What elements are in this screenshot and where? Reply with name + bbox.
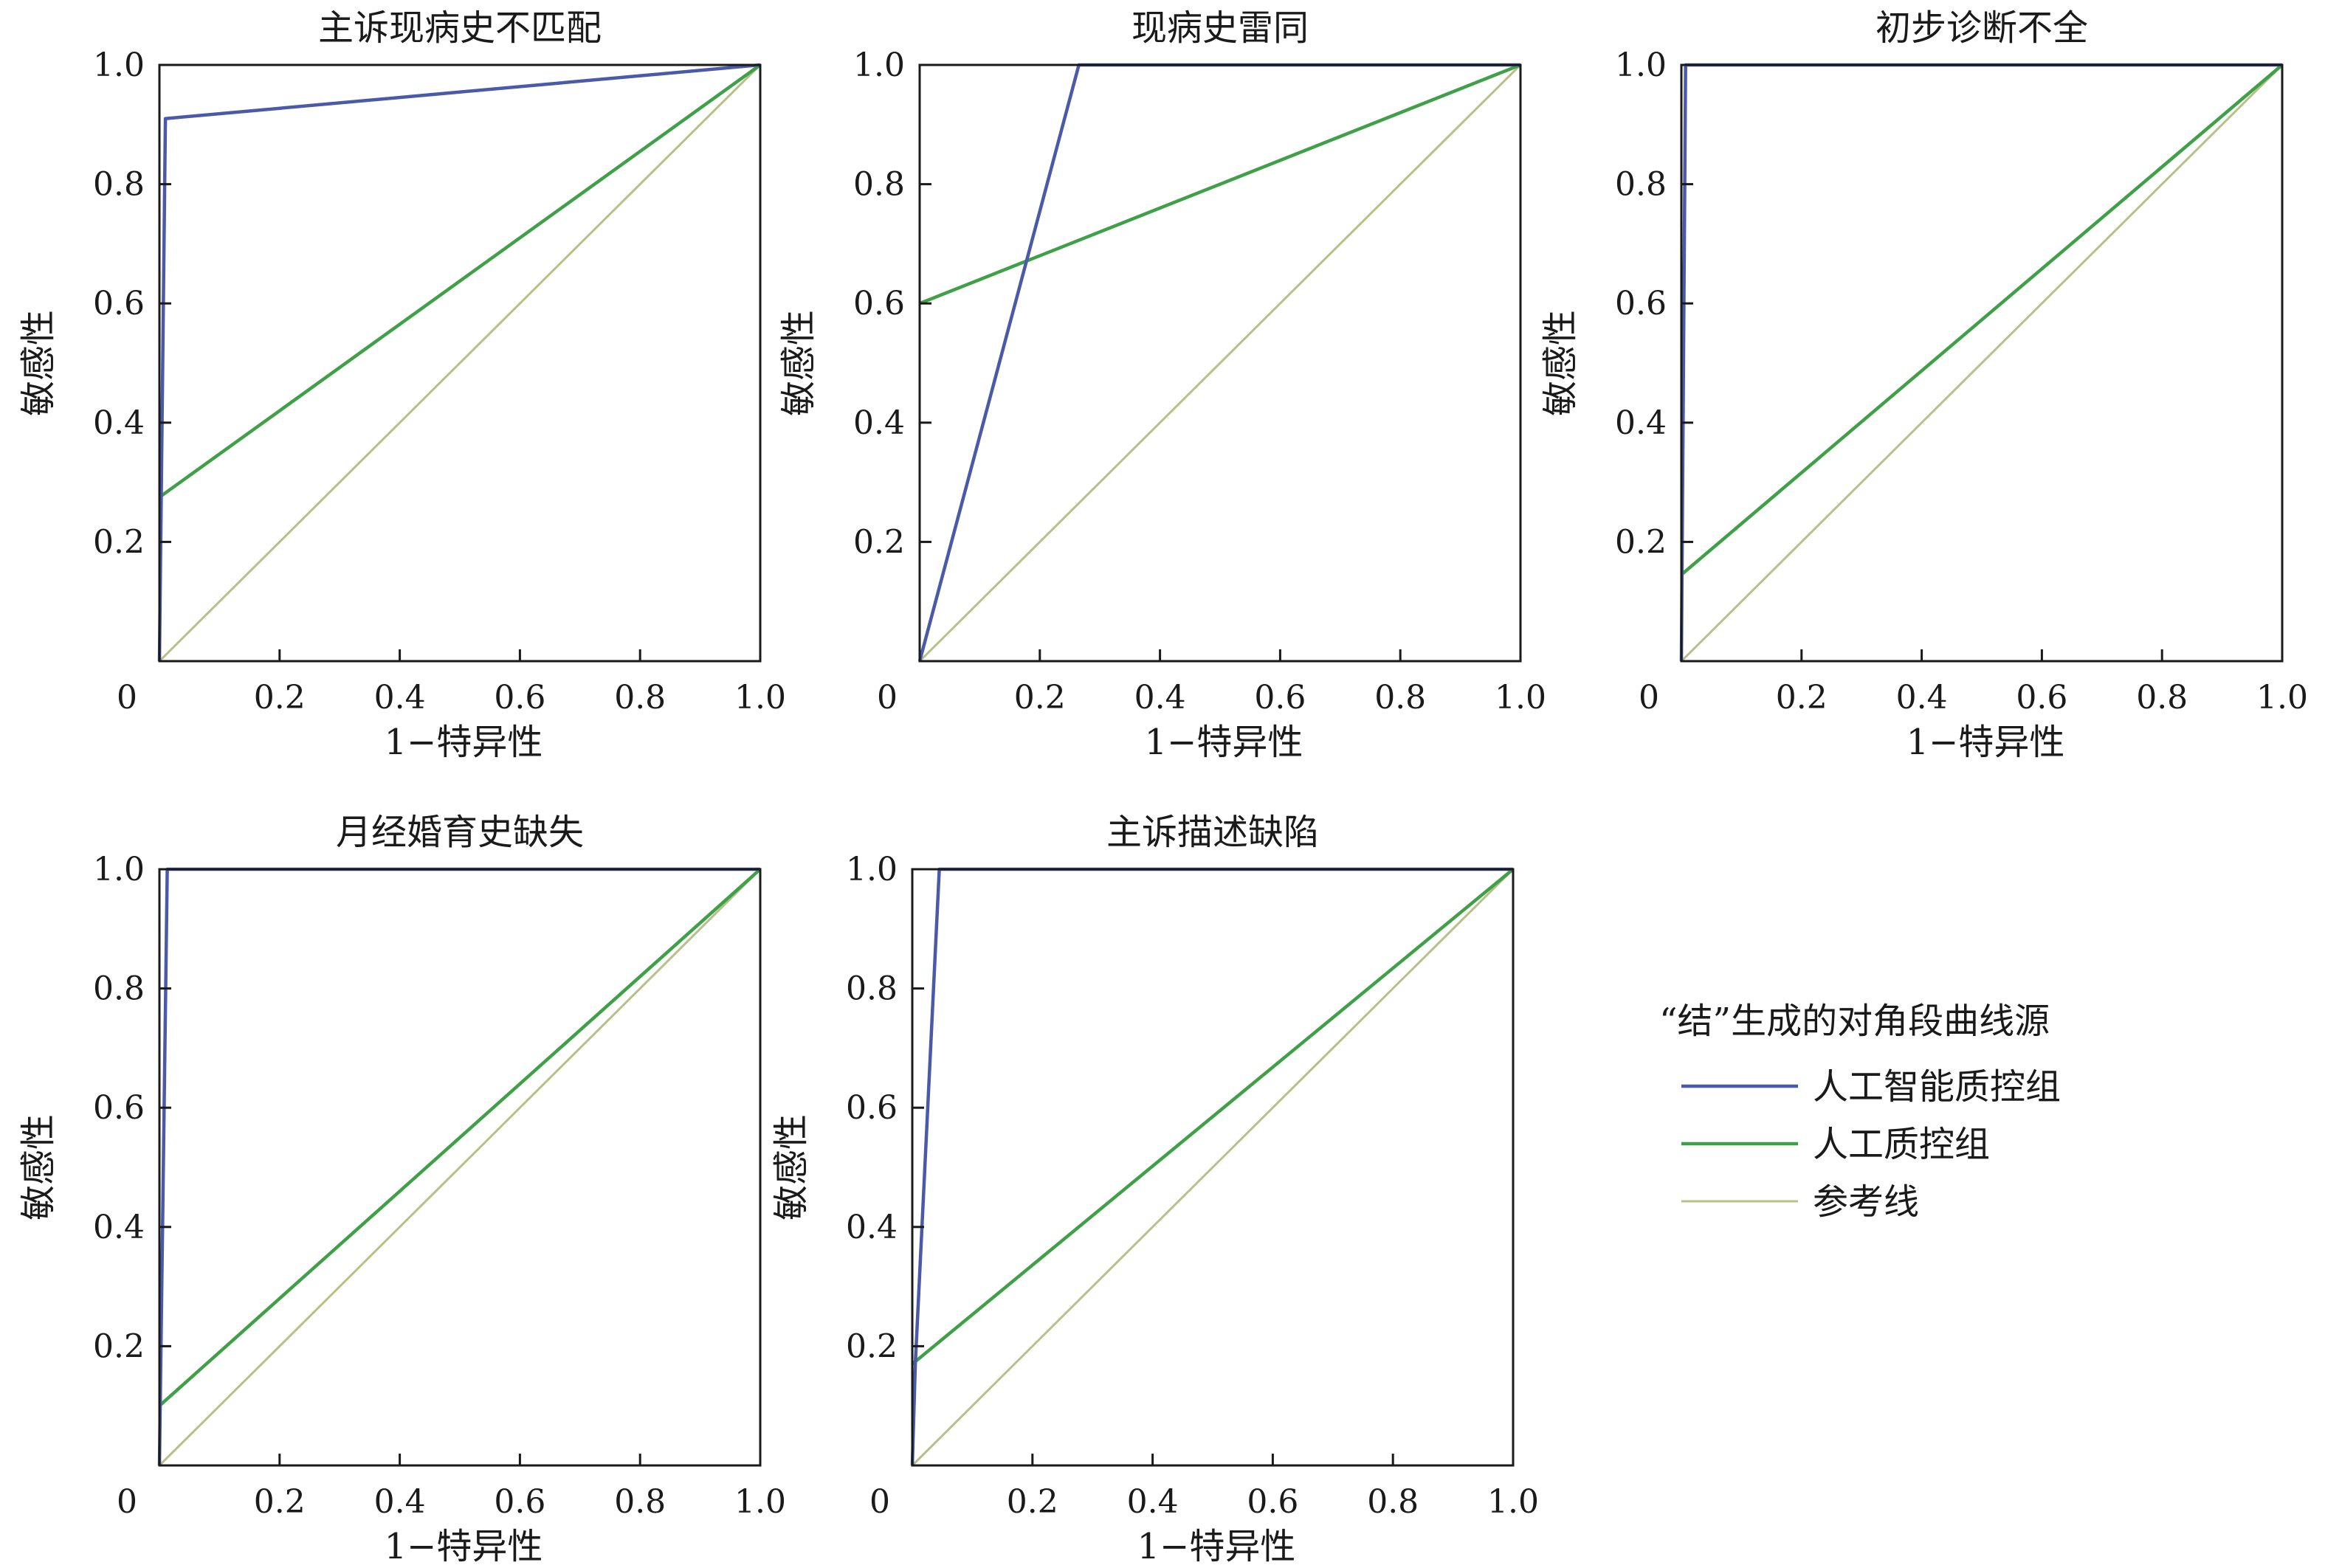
x-tick-label: 0.6 bbox=[2016, 679, 2067, 716]
plot-frame bbox=[1680, 63, 2284, 663]
x-tick-label: 0.4 bbox=[1134, 679, 1186, 716]
x-tick-label: 0 bbox=[117, 1483, 137, 1521]
legend-item-label: 参考线 bbox=[1813, 1181, 1919, 1223]
plot-frame bbox=[158, 868, 762, 1467]
y-tick-label: 0.6 bbox=[846, 1089, 898, 1127]
x-tick-label: 1.0 bbox=[2256, 679, 2308, 716]
roc-panel-4: 月经婚育史缺失 0 0.2 0.4 0.6 0.8 1.0 0.2 0.4 0.6 0.8 1.0 1−… bbox=[18, 812, 786, 1567]
x-tick-label: 1.0 bbox=[734, 679, 786, 716]
x-tick-label: 0 bbox=[877, 679, 898, 716]
y-tick-label: 0.4 bbox=[93, 1209, 145, 1246]
x-axis-label: 1−特异性 bbox=[385, 722, 543, 763]
series-line-manual-qc bbox=[919, 63, 1521, 305]
y-tick-label: 1.0 bbox=[1615, 46, 1667, 84]
y-tick-label: 1.0 bbox=[93, 46, 145, 84]
y-tick-label: 0.6 bbox=[1615, 285, 1667, 322]
y-tick-label: 0.8 bbox=[1615, 166, 1667, 204]
y-axis-label: 敏感性 bbox=[778, 310, 819, 416]
y-tick-label: 0.2 bbox=[853, 523, 905, 561]
x-tick-label: 0.4 bbox=[374, 1483, 426, 1521]
plot-frame bbox=[911, 868, 1515, 1467]
x-tick-label: 0.2 bbox=[1007, 1483, 1058, 1521]
x-tick-label: 0.6 bbox=[494, 679, 545, 716]
plot-frame bbox=[918, 63, 1522, 663]
roc-panel-1: 主诉现病史不匹配 0 0.2 0.4 0.6 0.8 1.0 0.2 0.4 0.6 0.8 1.0 1… bbox=[18, 7, 786, 763]
panel-title: 月经婚育史缺失 bbox=[336, 812, 584, 853]
series-line-reference bbox=[158, 868, 762, 1467]
panel-title: 现病史雷同 bbox=[1132, 7, 1309, 49]
y-tick-label: 0.4 bbox=[853, 404, 905, 442]
y-tick-label: 1.0 bbox=[93, 851, 145, 888]
y-tick-label: 0.2 bbox=[93, 523, 145, 561]
x-tick-label: 0.2 bbox=[1014, 679, 1066, 716]
x-tick-label: 0 bbox=[1639, 679, 1659, 716]
panel-title: 主诉描述缺陷 bbox=[1106, 812, 1319, 853]
y-tick-label: 1.0 bbox=[853, 46, 905, 84]
roc-panel-2: 现病史雷同 0 0.2 0.4 0.6 0.8 1.0 0.2 0.4 0.6 0.8 1.0 1−特异… bbox=[778, 7, 1546, 763]
x-tick-label: 0 bbox=[117, 679, 137, 716]
y-axis-label: 敏感性 bbox=[1540, 310, 1581, 416]
x-axis-label: 1−特异性 bbox=[385, 1526, 543, 1567]
panel-title: 初步诊断不全 bbox=[1876, 7, 2088, 49]
plot-frame bbox=[158, 63, 762, 663]
y-tick-label: 0.8 bbox=[93, 970, 145, 1008]
y-tick-label: 0.4 bbox=[1615, 404, 1667, 442]
x-axis-label: 1−特异性 bbox=[1145, 722, 1303, 763]
series-line-manual-qc bbox=[158, 63, 762, 499]
legend-item-label: 人工质控组 bbox=[1813, 1124, 1990, 1165]
y-tick-label: 0.4 bbox=[93, 404, 145, 442]
x-tick-label: 0 bbox=[869, 1483, 890, 1521]
x-tick-label: 0.4 bbox=[1127, 1483, 1179, 1521]
y-axis-label: 敏感性 bbox=[771, 1114, 812, 1220]
roc-panel-5: 主诉描述缺陷 0 0.2 0.4 0.6 0.8 1.0 0.2 0.4 0.6 0.8 1.0 1−特… bbox=[771, 812, 1539, 1567]
series-line-manual-qc bbox=[158, 868, 762, 1407]
x-tick-label: 0.8 bbox=[1367, 1483, 1419, 1521]
y-tick-label: 0.6 bbox=[93, 285, 145, 322]
x-axis-label: 1−特异性 bbox=[1906, 722, 2065, 763]
y-tick-label: 0.8 bbox=[846, 970, 898, 1008]
x-tick-label: 1.0 bbox=[1495, 679, 1546, 716]
series-line-reference bbox=[158, 63, 762, 663]
series-line-reference bbox=[1680, 63, 2284, 663]
y-tick-label: 0.8 bbox=[853, 166, 905, 204]
x-tick-label: 0.8 bbox=[614, 679, 666, 716]
x-tick-label: 0.4 bbox=[1896, 679, 1948, 716]
legend-title: “结”生成的对角段曲线源 bbox=[1659, 1001, 2050, 1042]
x-tick-label: 0.6 bbox=[494, 1483, 545, 1521]
x-tick-label: 0.4 bbox=[374, 679, 426, 716]
y-tick-label: 0.2 bbox=[1615, 523, 1667, 561]
y-axis-label: 敏感性 bbox=[18, 310, 59, 416]
panel-title: 主诉现病史不匹配 bbox=[318, 7, 602, 49]
series-line-manual-qc bbox=[1680, 63, 2284, 576]
y-tick-label: 0.6 bbox=[93, 1089, 145, 1127]
y-tick-label: 0.6 bbox=[853, 285, 905, 322]
x-tick-label: 1.0 bbox=[1487, 1483, 1539, 1521]
x-tick-label: 0.2 bbox=[1776, 679, 1828, 716]
x-tick-label: 0.2 bbox=[254, 1483, 306, 1521]
x-tick-label: 0.6 bbox=[1247, 1483, 1298, 1521]
x-tick-label: 0.8 bbox=[1374, 679, 1426, 716]
y-tick-label: 1.0 bbox=[846, 851, 898, 888]
series-line-reference bbox=[911, 868, 1515, 1467]
y-tick-label: 0.8 bbox=[93, 166, 145, 204]
x-tick-label: 1.0 bbox=[734, 1483, 786, 1521]
y-tick-label: 0.4 bbox=[846, 1209, 898, 1246]
series-line-manual-qc bbox=[911, 868, 1515, 1366]
x-tick-label: 0.8 bbox=[614, 1483, 666, 1521]
x-tick-label: 0.8 bbox=[2136, 679, 2188, 716]
y-tick-label: 0.2 bbox=[846, 1327, 898, 1365]
x-axis-label: 1−特异性 bbox=[1137, 1526, 1296, 1567]
y-tick-label: 0.2 bbox=[93, 1327, 145, 1365]
y-axis-label: 敏感性 bbox=[18, 1114, 59, 1220]
legend-item-label: 人工智能质控组 bbox=[1813, 1066, 2061, 1108]
series-line-ai-qc bbox=[157, 63, 761, 662]
roc-panel-3: 初步诊断不全 0 0.2 0.4 0.6 0.8 1.0 0.2 0.4 0.6 0.8 1.0 1−特… bbox=[1540, 7, 2308, 763]
x-tick-label: 0.2 bbox=[254, 679, 306, 716]
series-line-reference bbox=[918, 63, 1522, 663]
x-tick-label: 0.6 bbox=[1254, 679, 1306, 716]
